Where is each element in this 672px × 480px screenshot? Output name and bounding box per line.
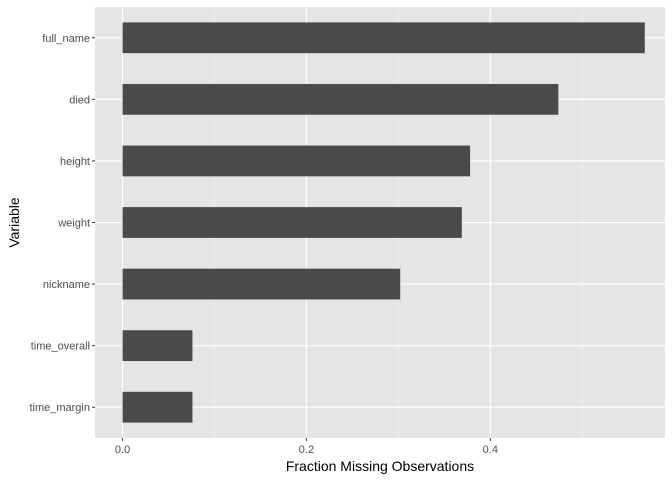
bar-full-name bbox=[122, 22, 645, 54]
bar-nickname bbox=[122, 268, 401, 300]
x-tick-label: 0.0 bbox=[115, 444, 130, 456]
x-tick-label: 0.4 bbox=[483, 444, 498, 456]
bar-time-margin bbox=[122, 391, 193, 423]
y-tick-label: nickname bbox=[43, 279, 90, 291]
x-axis-title: Fraction Missing Observations bbox=[286, 458, 474, 474]
y-tick-label: time_margin bbox=[29, 402, 90, 414]
y-tick-label: height bbox=[60, 156, 90, 168]
y-tick-label: died bbox=[69, 94, 90, 106]
y-axis-title: Variable bbox=[6, 197, 22, 248]
x-tick-label: 0.2 bbox=[299, 444, 314, 456]
bar-time-overall bbox=[122, 330, 193, 362]
y-tick-label: time_overall bbox=[31, 341, 90, 353]
bar-height bbox=[122, 145, 471, 177]
bars bbox=[122, 22, 645, 423]
x-axis: 0.0 0.2 0.4 bbox=[115, 438, 498, 456]
y-tick-label: full_name bbox=[42, 33, 90, 45]
bar-weight bbox=[122, 207, 462, 238]
bar-died bbox=[122, 83, 559, 115]
y-tick-label: weight bbox=[57, 218, 90, 230]
